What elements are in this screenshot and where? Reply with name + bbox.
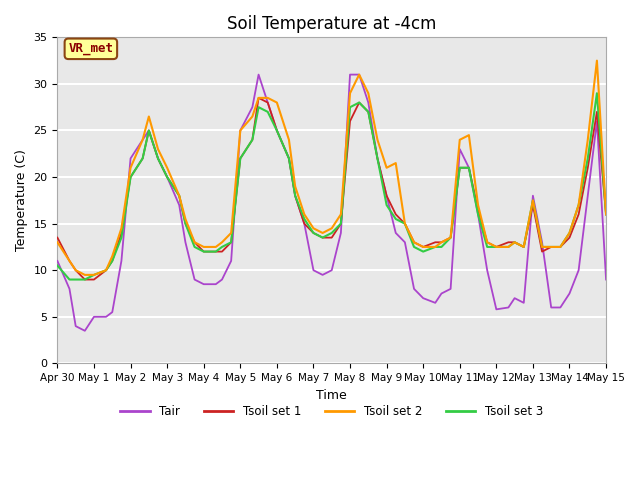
Title: Soil Temperature at -4cm: Soil Temperature at -4cm	[227, 15, 436, 33]
X-axis label: Time: Time	[316, 389, 347, 402]
Text: VR_met: VR_met	[68, 42, 113, 55]
Legend: Tair, Tsoil set 1, Tsoil set 2, Tsoil set 3: Tair, Tsoil set 1, Tsoil set 2, Tsoil se…	[116, 400, 548, 423]
Y-axis label: Temperature (C): Temperature (C)	[15, 149, 28, 252]
